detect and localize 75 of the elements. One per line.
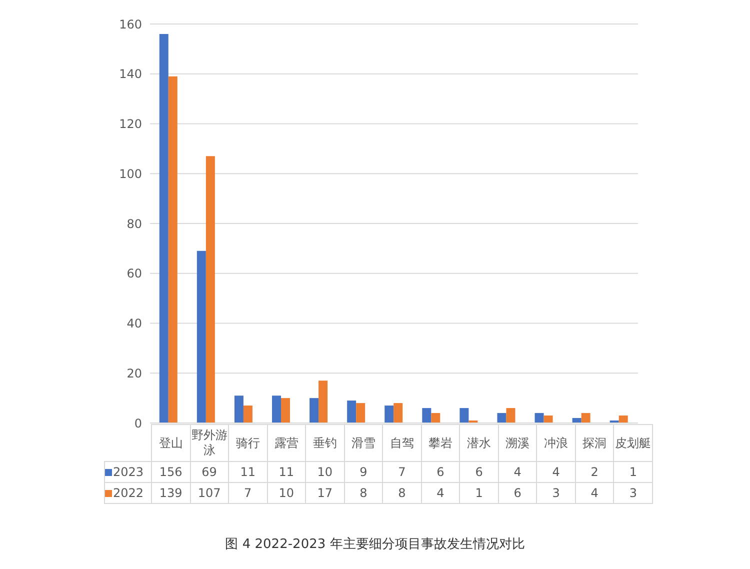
- bar: [506, 408, 516, 423]
- data-label: 3: [614, 482, 652, 504]
- data-label: 6: [498, 482, 537, 504]
- data-label: 10: [306, 462, 344, 482]
- data-label: 7: [228, 482, 268, 504]
- x-tick-label: 野外游泳: [190, 424, 229, 462]
- x-tick-label: 垂钓: [306, 424, 344, 462]
- bar: [460, 408, 469, 423]
- y-tick-label: 160: [119, 17, 142, 32]
- x-tick-label: 潜水: [460, 424, 498, 462]
- data-label: 156: [152, 462, 190, 482]
- data-label: 139: [152, 482, 190, 504]
- bar: [168, 76, 178, 423]
- bar: [497, 413, 506, 423]
- data-label: 6: [421, 462, 460, 482]
- text: 图 4 2022-2023 年主要细分项目事故发生情况对比: [224, 536, 526, 553]
- data-label: 10: [267, 482, 306, 504]
- data-label: 4: [575, 482, 614, 504]
- data-label: 11: [228, 462, 268, 482]
- data-label: 107: [190, 482, 229, 504]
- x-tick-label: 自驾: [382, 424, 422, 462]
- x-tick-label: 冲浪: [536, 424, 576, 462]
- data-label: 1: [614, 462, 652, 482]
- bar: [572, 418, 582, 423]
- data-label: 4: [536, 462, 576, 482]
- x-tick-label: 骑行: [228, 424, 268, 462]
- data-label: 69: [190, 462, 229, 482]
- data-label: 1: [460, 482, 498, 504]
- x-tick-label: 皮划艇: [614, 424, 652, 462]
- x-tick-label: 探洞: [575, 424, 614, 462]
- bar: [581, 413, 590, 423]
- data-label: 9: [344, 462, 383, 482]
- data-label: 2: [575, 462, 614, 482]
- x-tick-label: 溯溪: [498, 424, 537, 462]
- data-label: 7: [382, 462, 422, 482]
- bar: [243, 406, 252, 423]
- y-tick-label: 40: [126, 316, 142, 331]
- y-tick-label: 60: [126, 266, 142, 281]
- x-tick-label: 登山: [152, 424, 190, 462]
- data-label: 3: [536, 482, 576, 504]
- y-tick-label: 80: [126, 216, 142, 231]
- bar: [431, 413, 440, 423]
- y-tick-label: 140: [119, 67, 142, 82]
- y-tick-label: 100: [119, 166, 142, 181]
- bar: [422, 408, 432, 423]
- bar: [281, 398, 290, 423]
- bar: [394, 403, 403, 423]
- bar: [234, 396, 244, 423]
- bar: [310, 398, 319, 423]
- data-label: 17: [306, 482, 344, 504]
- y-tick-label: 120: [119, 117, 142, 132]
- x-tick-label: 滑雪: [344, 424, 383, 462]
- x-tick-label: 露营: [267, 424, 306, 462]
- data-label: 8: [382, 482, 422, 504]
- bar: [544, 416, 553, 423]
- bar: [272, 396, 281, 423]
- data-label: 4: [498, 462, 537, 482]
- data-label: 11: [267, 462, 306, 482]
- bar: [159, 34, 168, 423]
- legend-label: 2023: [104, 462, 152, 482]
- y-tick-label: 0: [134, 416, 142, 430]
- bar: [347, 400, 356, 423]
- bar: [384, 406, 394, 423]
- bar: [618, 416, 628, 423]
- bar: [356, 403, 366, 423]
- bar: [206, 156, 215, 423]
- data-label: 6: [460, 462, 498, 482]
- data-label: 4: [421, 482, 460, 504]
- bar: [534, 413, 544, 423]
- legend-label: 2022: [104, 482, 152, 504]
- bar: [318, 380, 328, 423]
- data-label: 8: [344, 482, 383, 504]
- x-tick-label: 攀岩: [421, 424, 460, 462]
- bar: [196, 250, 206, 423]
- y-tick-label: 20: [126, 366, 142, 380]
